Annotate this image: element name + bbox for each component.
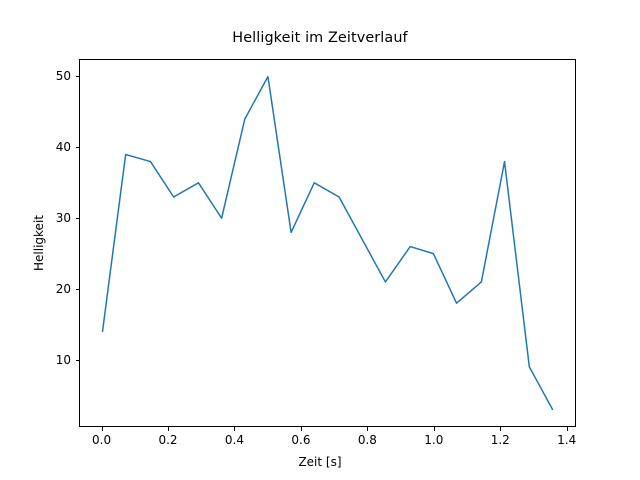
x-tick-label: 1.4 [557, 433, 577, 447]
x-tick-label: 0.6 [291, 433, 311, 447]
x-tick-mark [168, 427, 170, 431]
x-tick-label: 1.0 [424, 433, 444, 447]
x-tick-mark [234, 427, 236, 431]
x-tick-label: 0.2 [158, 433, 178, 447]
chart-title: Helligkeit im Zeitverlauf [232, 30, 408, 46]
plot-axes-area [79, 59, 576, 427]
x-tick-label: 0.4 [224, 433, 245, 447]
y-tick-mark [75, 75, 79, 77]
y-tick-mark [75, 360, 79, 362]
x-tick-mark [101, 427, 103, 431]
x-tick-label: 0.0 [92, 433, 112, 447]
x-tick-mark [367, 427, 369, 431]
y-axis-label: Helligkeit [32, 215, 46, 271]
y-tick-label: 10 [55, 353, 71, 368]
x-tick-mark [500, 427, 502, 431]
y-tick-mark [75, 289, 79, 291]
y-tick-label: 40 [55, 139, 71, 154]
y-tick-label: 50 [55, 68, 71, 83]
y-tick-mark [75, 218, 79, 220]
x-axis-label: Zeit [s] [298, 455, 342, 469]
x-tick-mark [566, 427, 568, 431]
x-tick-label: 1.2 [490, 433, 510, 447]
x-tick-mark [433, 427, 435, 431]
y-tick-label: 30 [55, 211, 71, 226]
line-series-svg [101, 75, 554, 411]
y-tick-mark [75, 146, 79, 148]
y-tick-label: 20 [55, 282, 71, 297]
x-tick-mark [300, 427, 302, 431]
x-tick-label: 0.8 [357, 433, 377, 447]
data-line-helligkeit [101, 75, 554, 411]
